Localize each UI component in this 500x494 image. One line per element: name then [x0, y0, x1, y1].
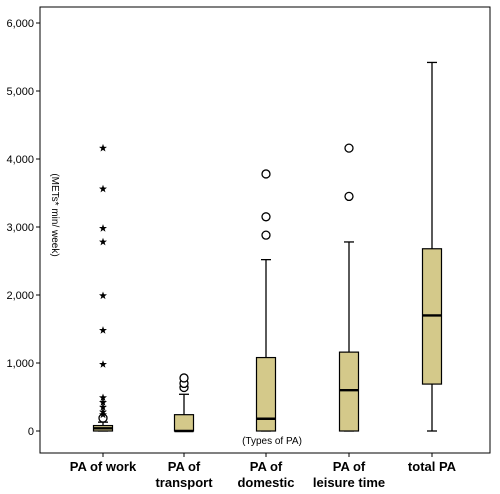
x-tick-label: PA of work	[70, 459, 137, 474]
box-group	[255, 169, 277, 432]
outlier-star	[99, 398, 107, 406]
outlier-star	[99, 237, 107, 246]
x-tick-label-line: PA of work	[70, 459, 137, 474]
y-tick-label: 3,000	[6, 222, 34, 234]
x-tick-label-line: PA of	[333, 459, 366, 474]
x-tick-label: PA of domestic	[237, 459, 294, 490]
outlier-circle	[261, 169, 271, 179]
box-group	[92, 143, 114, 432]
y-axis-ticks: 0 1,000 2,000 3,000 4,000 5,000 6,000	[6, 18, 40, 438]
box-group	[173, 373, 195, 433]
outlier-circle	[344, 191, 354, 202]
y-tick-label: 6,000	[6, 18, 34, 30]
y-tick-label: 2,000	[6, 290, 34, 302]
x-axis-label: (Types of PA)	[242, 436, 302, 447]
x-tick-label-line: total PA	[408, 459, 457, 474]
y-tick-label: 1,000	[6, 358, 34, 370]
outlier-star	[99, 326, 107, 334]
x-tick-label: PA of leisure time	[313, 459, 385, 490]
outlier-circle	[179, 373, 189, 383]
outlier-circle	[344, 143, 354, 153]
box-group	[421, 61, 443, 432]
x-tick-label: total PA	[408, 459, 457, 474]
x-tick-label-line: PA of	[250, 459, 283, 474]
box-group	[338, 143, 360, 432]
iqr-box	[255, 356, 277, 432]
iqr-box	[173, 414, 195, 432]
x-tick-label-line: leisure time	[313, 475, 385, 490]
outlier-star	[99, 410, 107, 419]
y-axis-label: (METs* min/ week)	[49, 173, 60, 256]
outlier-star	[99, 403, 107, 411]
y-tick-label: 5,000	[6, 86, 34, 98]
y-tick-label: 0	[28, 426, 34, 438]
outlier-star	[99, 291, 107, 300]
outlier-star	[99, 143, 107, 152]
outlier-star	[99, 184, 107, 193]
x-tick-label: PA of transport	[155, 459, 213, 490]
outlier-star	[99, 224, 107, 232]
iqr-box	[338, 351, 360, 432]
outlier-star	[99, 360, 107, 368]
x-tick-label-line: domestic	[237, 475, 294, 490]
outlier-circle	[261, 212, 271, 222]
box-series	[92, 61, 443, 433]
x-tick-label-line: transport	[155, 475, 213, 490]
x-tick-label-line: PA of	[168, 459, 201, 474]
outlier-circle	[261, 230, 271, 240]
y-tick-label: 4,000	[6, 154, 34, 166]
outlier-star	[99, 393, 107, 402]
